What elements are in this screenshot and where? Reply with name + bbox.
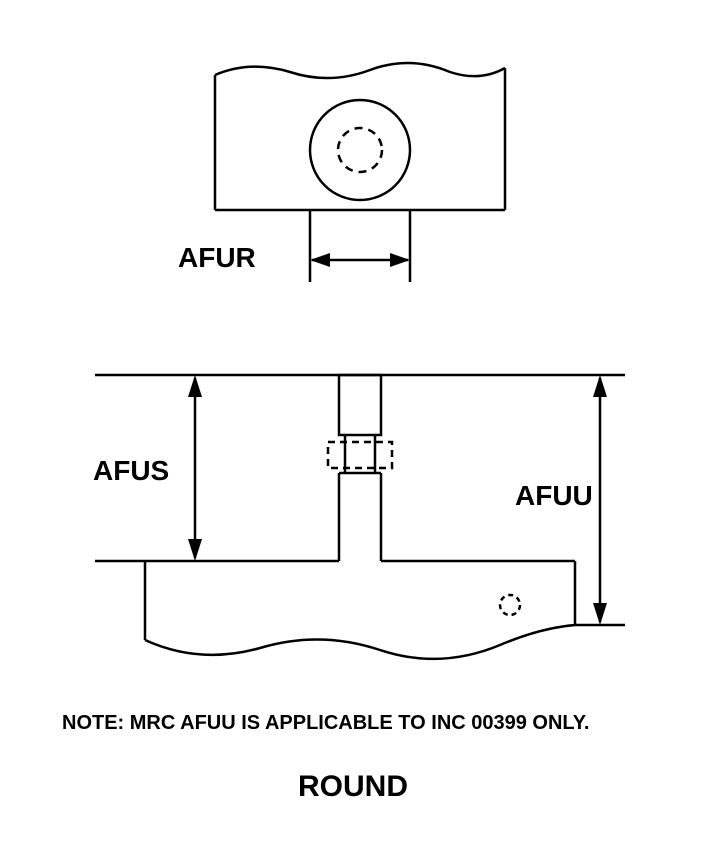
afuu-arrow-bottom: [593, 603, 607, 625]
neck-dashed-box: [328, 442, 392, 468]
base-wavy-bottom: [145, 625, 575, 659]
title-text: ROUND: [298, 770, 408, 804]
top-wavy-edge: [215, 63, 505, 78]
inner-dashed-circle: [338, 128, 382, 172]
afur-label: AFUR: [178, 242, 256, 274]
afuu-arrow-top: [593, 375, 607, 397]
outer-circle: [310, 100, 410, 200]
afus-label: AFUS: [93, 455, 169, 487]
afus-arrow-top: [188, 375, 202, 397]
afur-arrow-right: [390, 253, 410, 267]
afuu-label: AFUU: [515, 480, 593, 512]
afus-arrow-bottom: [188, 539, 202, 561]
afur-arrow-left: [310, 253, 330, 267]
note-text: NOTE: MRC AFUU IS APPLICABLE TO INC 0039…: [62, 712, 590, 735]
post-head: [339, 375, 381, 435]
small-dashed-circle: [500, 595, 520, 615]
technical-diagram: AFUR AFUS AFUU NOTE: MRC AFUU IS APPLICA…: [0, 0, 716, 852]
